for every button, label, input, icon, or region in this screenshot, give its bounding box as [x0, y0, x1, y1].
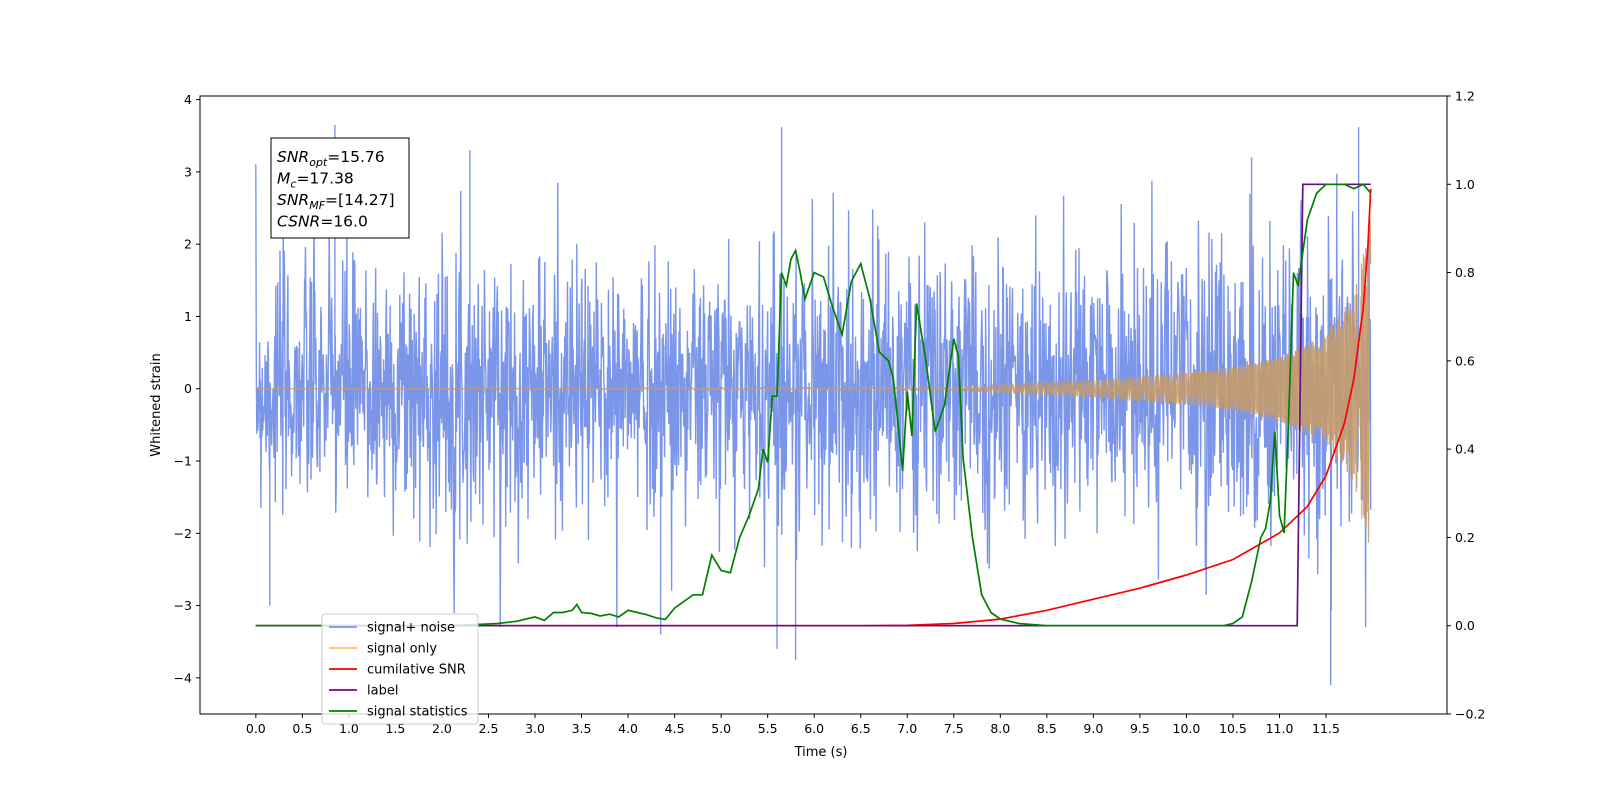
y-tick-label: 4 — [184, 92, 192, 107]
x-tick-label: 6.0 — [804, 721, 824, 736]
x-tick-label: 9.0 — [1083, 721, 1103, 736]
x-tick-label: 1.5 — [385, 721, 405, 736]
series-signal-only — [255, 218, 1372, 543]
annotation-value: =17.38 — [296, 170, 353, 188]
annotation-symbol: SNR — [277, 148, 309, 166]
x-tick-label: 10.0 — [1173, 721, 1201, 736]
x-tick-label: 7.0 — [897, 721, 917, 736]
annotation-symbol: M — [277, 170, 290, 188]
y-axis-right: 1.2 1.0 0.8 0.6 0.4 0.2 0.0 −0.2 — [1447, 89, 1485, 722]
y2-tick-label: 0.8 — [1455, 265, 1475, 280]
annotation-box-frame — [270, 137, 410, 239]
x-tick-label: 0.0 — [246, 721, 266, 736]
y-axis-label: Whitened strain — [149, 353, 164, 456]
x-tick-label: 10.5 — [1219, 721, 1247, 736]
annotation-symbol: CSNR — [277, 213, 320, 231]
legend-frame — [321, 613, 479, 725]
legend-label: cumilative SNR — [367, 663, 466, 678]
legend-label: signal+ noise — [367, 621, 455, 636]
y-tick-label: −4 — [174, 670, 192, 685]
y2-tick-label: −0.2 — [1455, 707, 1485, 722]
x-tick-label: 3.0 — [525, 721, 545, 736]
y-tick-label: 3 — [184, 164, 192, 179]
y2-tick-label: 0.0 — [1455, 618, 1475, 633]
x-tick-label: 8.0 — [990, 721, 1010, 736]
x-axis-label: Time (s) — [794, 745, 848, 760]
x-tick-label: 0.5 — [292, 721, 312, 736]
legend: signal+ noise signal only cumilative SNR la… — [321, 613, 479, 725]
annotation-line: Mc=17.38 — [277, 170, 354, 191]
annotation-value: =15.76 — [327, 148, 384, 166]
y2-tick-label: 0.4 — [1455, 442, 1475, 457]
y-axis-left: 4 3 2 1 0 −1 −2 −3 −4 — [174, 92, 200, 685]
x-tick-label: 4.5 — [665, 721, 685, 736]
annotation-subscript: MF — [309, 199, 325, 212]
legend-label: label — [367, 684, 398, 699]
y-tick-label: −3 — [174, 598, 192, 613]
x-tick-label: 2.5 — [479, 721, 499, 736]
x-tick-label: 6.5 — [851, 721, 871, 736]
legend-label: signal only — [367, 642, 437, 657]
annotation-line: CSNR=16.0 — [277, 213, 368, 231]
x-tick-label: 4.0 — [618, 721, 638, 736]
y-tick-label: 1 — [184, 309, 192, 324]
x-tick-label: 2.0 — [432, 721, 452, 736]
series-signal-statistics — [255, 183, 1372, 627]
annotation-value: =16.0 — [320, 213, 368, 231]
series-cumilative-snr — [255, 188, 1372, 627]
y2-tick-label: 0.6 — [1455, 353, 1475, 368]
x-axis: 0.0 0.5 1.0 1.5 2.0 2.5 3.0 3.5 4.0 4.5 5.0 5.5 6.0 6… — [246, 714, 1340, 736]
y-tick-label: 0 — [184, 381, 192, 396]
series-signal-noise — [255, 124, 1372, 686]
annotation-line: SNRopt=15.76 — [277, 148, 385, 169]
x-tick-label: 3.5 — [572, 721, 592, 736]
x-tick-label: 11.5 — [1312, 721, 1340, 736]
annotation-line: SNRMF=[14.27] — [277, 191, 395, 212]
y-tick-label: −2 — [174, 526, 192, 541]
annotation-subscript: c — [290, 178, 296, 191]
plot-frame — [199, 95, 1448, 715]
annotation-value: =[14.27] — [325, 191, 394, 209]
x-tick-label: 5.0 — [711, 721, 731, 736]
legend-label: signal statistics — [367, 705, 468, 720]
y-tick-label: −1 — [174, 454, 192, 469]
annotation-symbol: SNR — [277, 191, 309, 209]
series-layer — [255, 124, 1372, 686]
y2-tick-label: 1.0 — [1455, 177, 1475, 192]
x-tick-label: 1.0 — [339, 721, 359, 736]
x-tick-label: 8.5 — [1037, 721, 1057, 736]
x-tick-label: 7.5 — [944, 721, 964, 736]
y2-tick-label: 0.2 — [1455, 530, 1475, 545]
x-tick-label: 9.5 — [1130, 721, 1150, 736]
x-tick-label: 11.0 — [1266, 721, 1294, 736]
stats-annotation-box: SNRopt=15.76Mc=17.38SNRMF=[14.27]CSNR=16… — [270, 137, 410, 239]
x-tick-label: 5.5 — [758, 721, 778, 736]
y2-tick-label: 1.2 — [1455, 89, 1475, 104]
annotation-subscript: opt — [309, 156, 328, 169]
y-tick-label: 2 — [184, 237, 192, 252]
